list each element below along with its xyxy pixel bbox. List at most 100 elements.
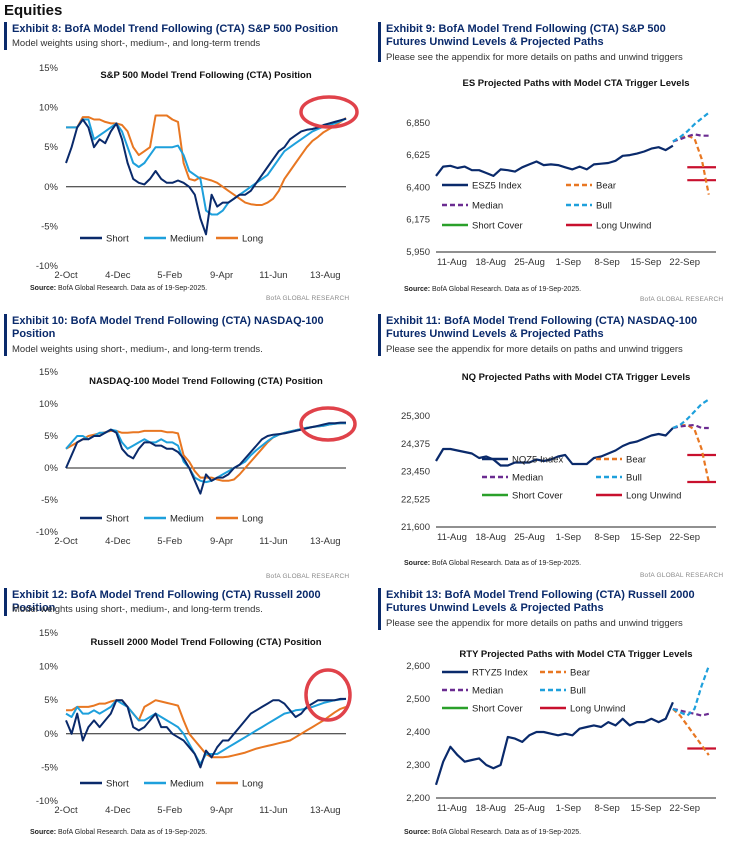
x-tick-label: 13-Aug	[310, 805, 341, 816]
x-tick-label: 22-Sep	[669, 532, 700, 543]
legend-label: Bear	[570, 668, 590, 679]
y-tick-label: 0%	[44, 182, 58, 193]
y-tick-label: 2,600	[406, 661, 430, 672]
legend-label: ESZ5 Index	[472, 181, 522, 192]
highlight-circle	[304, 668, 352, 722]
source-text: BofA Global Research. Data as of 19-Sep-…	[58, 829, 208, 836]
exhibit-11-panel: Exhibit 11: BofA Model Trend Following (…	[378, 314, 728, 582]
x-tick-label: 11-Jun	[259, 536, 287, 547]
y-tick-label: 5%	[44, 695, 58, 706]
y-tick-label: -10%	[36, 796, 59, 807]
y-tick-label: 25,300	[401, 411, 430, 422]
legend-label: Medium	[170, 779, 204, 790]
x-tick-label: 8-Sep	[594, 803, 619, 814]
projection-line-bull	[672, 398, 710, 430]
y-tick-label: 2,500	[406, 694, 430, 705]
y-tick-label: 5%	[44, 142, 58, 153]
x-tick-label: 2-Oct	[54, 536, 78, 547]
exhibit-subtitle: Please see the appendix for more details…	[386, 52, 683, 63]
source-note: Source: BofA Global Research. Data as of…	[30, 829, 207, 836]
x-tick-label: 9-Apr	[210, 536, 233, 547]
legend-label: NQZ5 Index	[512, 455, 563, 466]
y-tick-label: 10%	[39, 399, 59, 410]
exhibit-10-panel: Exhibit 10: BofA Model Trend Following (…	[4, 314, 364, 582]
exhibit-title: Exhibit 9: BofA Model Trend Following (C…	[386, 23, 666, 48]
y-tick-label: 2,300	[406, 760, 430, 771]
legend-label: Short	[106, 779, 129, 790]
legend-label: Bull	[570, 686, 586, 697]
legend-label: Long	[242, 234, 263, 245]
exhibit-accent-bar	[4, 22, 7, 50]
projection-line-median	[672, 423, 709, 430]
position-chart: Russell 2000 Model Trend Following (CTA)…	[36, 628, 352, 816]
source-note: Source: BofA Global Research. Data as of…	[404, 829, 581, 836]
brand-footer: BofA GLOBAL RESEARCH	[640, 572, 724, 579]
source-text: BofA Global Research. Data as of 19-Sep-…	[432, 560, 582, 567]
source-label: Source:	[30, 285, 57, 292]
projected-paths-chart: NQ Projected Paths with Model CTA Trigge…	[401, 372, 716, 543]
source-note: Source: BofA Global Research. Data as of…	[404, 560, 581, 567]
y-tick-label: 23,450	[401, 467, 430, 478]
chart-title: NQ Projected Paths with Model CTA Trigge…	[462, 372, 691, 383]
exhibit-12-panel: Exhibit 12: BofA Model Trend Following (…	[4, 588, 364, 843]
exhibit-9-panel: Exhibit 9: BofA Model Trend Following (C…	[378, 22, 728, 304]
chart-title: NASDAQ-100 Model Trend Following (CTA) P…	[89, 376, 323, 387]
y-tick-label: 15%	[39, 63, 59, 74]
y-tick-label: 10%	[39, 662, 59, 673]
x-tick-label: 1-Sep	[556, 532, 581, 543]
y-tick-label: 5%	[44, 431, 58, 442]
position-chart: NASDAQ-100 Model Trend Following (CTA) P…	[36, 367, 357, 547]
y-tick-label: 15%	[39, 628, 59, 639]
exhibit-accent-bar	[378, 588, 381, 630]
y-tick-label: -10%	[36, 261, 59, 272]
x-tick-label: 13-Aug	[310, 536, 341, 547]
series-line-medium	[65, 697, 347, 765]
legend-label: Long	[242, 779, 263, 790]
exhibit-accent-bar	[4, 314, 7, 356]
x-tick-label: 18-Aug	[475, 803, 506, 814]
legend-label: Long Unwind	[570, 704, 625, 715]
legend-label: Short Cover	[472, 704, 523, 715]
x-tick-label: 1-Sep	[556, 803, 581, 814]
x-tick-label: 4-Dec	[105, 270, 131, 281]
legend-label: Short	[106, 514, 129, 525]
y-tick-label: 6,400	[406, 182, 430, 193]
y-tick-label: 0%	[44, 729, 58, 740]
legend-label: Median	[472, 201, 503, 212]
legend-label: Bull	[596, 201, 612, 212]
y-tick-label: 2,200	[406, 793, 430, 804]
x-tick-label: 15-Sep	[631, 803, 662, 814]
index-line	[435, 144, 674, 177]
highlight-circle	[299, 406, 357, 442]
legend-label: Median	[472, 686, 503, 697]
x-tick-label: 1-Sep	[556, 257, 581, 268]
x-tick-label: 25-Aug	[514, 803, 545, 814]
source-label: Source:	[30, 829, 57, 836]
x-tick-label: 11-Jun	[259, 270, 287, 281]
index-line	[435, 427, 674, 467]
legend-label: Bear	[626, 455, 646, 466]
projected-paths-chart: ES Projected Paths with Model CTA Trigge…	[406, 78, 716, 268]
series-line-short	[65, 697, 346, 769]
exhibit-accent-bar	[4, 588, 7, 616]
exhibit-subtitle: Model weights using short-, medium-, and…	[12, 604, 263, 615]
exhibit-title: Exhibit 12: BofA Model Trend Following (…	[12, 589, 321, 614]
exhibit-title: Exhibit 13: BofA Model Trend Following (…	[386, 589, 695, 614]
exhibit-8-panel: Exhibit 8: BofA Model Trend Following (C…	[4, 22, 364, 302]
legend-label: Median	[512, 473, 543, 484]
legend-label: Bear	[596, 181, 616, 192]
legend-label: Medium	[170, 514, 204, 525]
x-tick-label: 15-Sep	[631, 257, 662, 268]
chart-title: S&P 500 Model Trend Following (CTA) Posi…	[100, 70, 311, 81]
x-tick-label: 11-Jun	[259, 805, 287, 816]
x-tick-label: 11-Aug	[437, 532, 467, 543]
x-tick-label: 22-Sep	[669, 257, 700, 268]
x-tick-label: 22-Sep	[669, 803, 700, 814]
index-line	[434, 701, 674, 786]
x-tick-label: 2-Oct	[54, 270, 78, 281]
position-chart: S&P 500 Model Trend Following (CTA) Posi…	[36, 63, 359, 281]
x-tick-label: 8-Sep	[594, 257, 619, 268]
legend-label: Short	[106, 234, 129, 245]
x-tick-label: 15-Sep	[631, 532, 662, 543]
legend-label: Long Unwind	[596, 221, 651, 232]
